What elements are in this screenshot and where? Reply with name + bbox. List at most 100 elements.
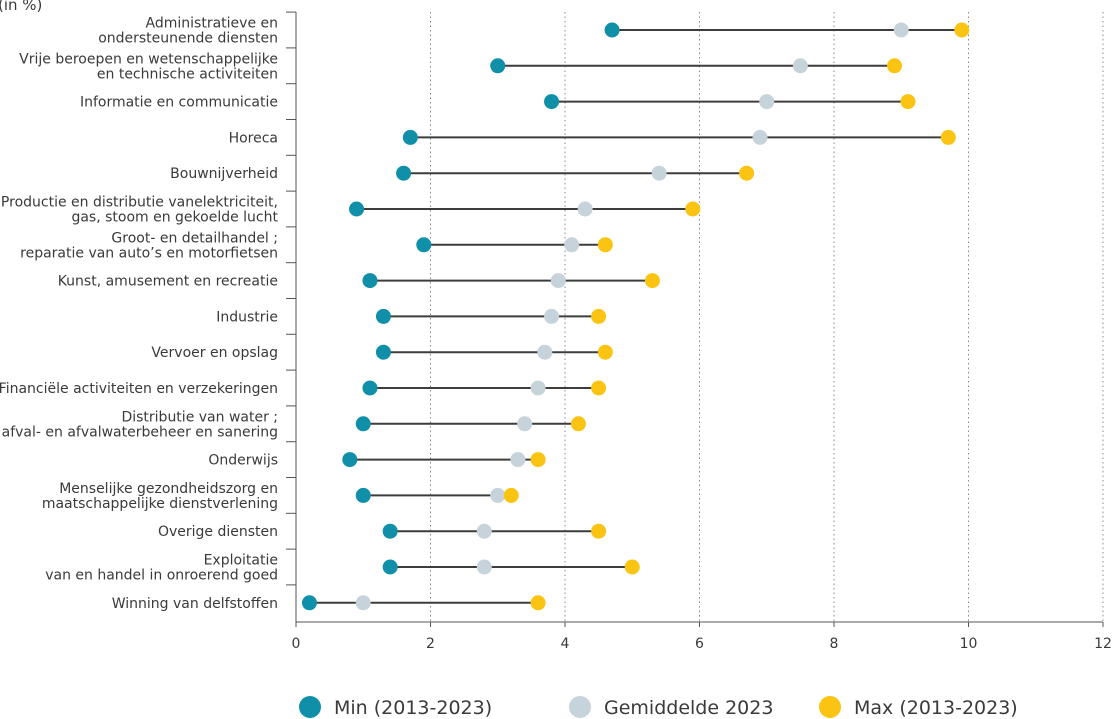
category-label-line: maatschappelijke dienstverlening bbox=[42, 496, 278, 512]
avg-point bbox=[510, 452, 526, 468]
legend-item-max: Max (2013-2023) bbox=[819, 696, 1018, 719]
category-row: Kunst, amusement en recreatie bbox=[58, 273, 660, 290]
category-label-line: Financiële activiteiten en verzekeringen bbox=[0, 381, 278, 397]
category-label-line: afval- en afvalwaterbeheer en sanering bbox=[2, 424, 278, 440]
category-label-line: Bouwnijverheid bbox=[170, 166, 278, 182]
category-label-line: ondersteunende diensten bbox=[98, 31, 278, 47]
min-point bbox=[544, 94, 560, 110]
min-point bbox=[355, 416, 371, 432]
x-tick-label: 4 bbox=[561, 636, 570, 652]
legend-swatch bbox=[819, 696, 841, 718]
avg-point bbox=[476, 523, 492, 539]
avg-point bbox=[651, 165, 667, 181]
category-label-line: Vrije beroepen en wetenschappelijke bbox=[19, 51, 278, 67]
category-label-line: Administratieve en bbox=[146, 16, 278, 32]
max-point bbox=[597, 237, 613, 253]
max-point bbox=[530, 595, 546, 611]
min-point bbox=[375, 308, 391, 324]
category-label: Groot- en detailhandel ; reparatie van au… bbox=[20, 230, 278, 261]
category-label: Menselijke gezondheidszorg en maatschappe… bbox=[42, 481, 278, 512]
category-label-line: van en handel in onroerend goed bbox=[45, 568, 278, 584]
category-row: Menselijke gezondheidszorg en maatschappe… bbox=[42, 481, 519, 512]
category-row: Financiële activiteiten en verzekeringen bbox=[0, 380, 607, 397]
max-point bbox=[570, 416, 586, 432]
category-label: Onderwijs bbox=[208, 453, 278, 469]
category-row: Groot- en detailhandel ; reparatie van au… bbox=[20, 230, 613, 261]
max-point bbox=[685, 201, 701, 217]
x-tick-label: 2 bbox=[426, 636, 435, 652]
category-label: Industrie bbox=[216, 309, 278, 325]
x-tick-label: 8 bbox=[830, 636, 839, 652]
category-row: Administratieve en ondersteunende dienste… bbox=[98, 16, 970, 47]
category-label: Distributie van water ; afval- en afvalwa… bbox=[2, 409, 278, 440]
category-label-line: Menselijke gezondheidszorg en bbox=[59, 481, 278, 497]
category-label: Exploitatie van en handel in onroerend go… bbox=[45, 553, 278, 584]
max-point bbox=[591, 308, 607, 324]
avg-point bbox=[564, 237, 580, 253]
category-label: Winning van delfstoffen bbox=[112, 596, 278, 612]
avg-point bbox=[752, 129, 768, 145]
avg-point bbox=[530, 380, 546, 396]
avg-point bbox=[550, 273, 566, 289]
category-label-line: Vervoer en opslag bbox=[151, 345, 278, 361]
avg-point bbox=[476, 559, 492, 575]
category-row: Exploitatie van en handel in onroerend go… bbox=[45, 553, 640, 584]
axes: 0 2 4 6 8 10 12 bbox=[286, 11, 1112, 652]
avg-point bbox=[792, 58, 808, 74]
category-label-line: Winning van delfstoffen bbox=[112, 596, 278, 612]
category-label: Financiële activiteiten en verzekeringen bbox=[0, 381, 278, 397]
min-point bbox=[396, 165, 412, 181]
category-label-line: Onderwijs bbox=[208, 453, 278, 469]
category-row: Overige diensten bbox=[158, 523, 607, 540]
min-point bbox=[402, 129, 418, 145]
avg-point bbox=[759, 94, 775, 110]
legend-swatch bbox=[299, 696, 321, 718]
min-point bbox=[416, 237, 432, 253]
max-point bbox=[644, 273, 660, 289]
avg-point bbox=[537, 344, 553, 360]
category-label: Vervoer en opslag bbox=[151, 345, 278, 361]
avg-point bbox=[517, 416, 533, 432]
category-label: Vrije beroepen en wetenschappelijke en te… bbox=[19, 51, 278, 82]
legend-label: Gemiddelde 2023 bbox=[604, 697, 773, 719]
category-label-line: reparatie van auto’s en motorfietsen bbox=[20, 245, 278, 261]
legend-label: Min (2013-2023) bbox=[334, 697, 492, 719]
category-row: Bouwnijverheid bbox=[170, 165, 755, 182]
legend-label: Max (2013-2023) bbox=[854, 697, 1018, 719]
avg-point bbox=[893, 22, 909, 38]
legend-item-avg: Gemiddelde 2023 bbox=[569, 696, 773, 719]
category-label: Productie en distributie vanelektricitei… bbox=[1, 195, 279, 226]
x-tick-label: 6 bbox=[695, 636, 704, 652]
max-point bbox=[624, 559, 640, 575]
avg-point bbox=[577, 201, 593, 217]
max-point bbox=[900, 94, 916, 110]
legend: Min (2013-2023) Gemiddelde 2023 Max (2013-… bbox=[299, 696, 1018, 719]
category-row: Winning van delfstoffen bbox=[112, 595, 546, 612]
category-row: Productie en distributie vanelektricitei… bbox=[1, 195, 701, 226]
x-tick-label: 10 bbox=[960, 636, 978, 652]
category-row: Vervoer en opslag bbox=[151, 344, 613, 361]
category-label: Horeca bbox=[229, 130, 278, 146]
category-row: Onderwijs bbox=[208, 452, 546, 469]
min-point bbox=[382, 559, 398, 575]
category-label-line: Exploitatie bbox=[204, 553, 278, 569]
max-point bbox=[597, 344, 613, 360]
category-row: Horeca bbox=[229, 129, 956, 146]
min-point bbox=[362, 273, 378, 289]
category-row: Informatie en communicatie bbox=[80, 94, 916, 111]
avg-point bbox=[544, 308, 560, 324]
category-label: Informatie en communicatie bbox=[80, 95, 278, 111]
max-point bbox=[739, 165, 755, 181]
category-label-line: Horeca bbox=[229, 130, 278, 146]
min-point bbox=[490, 58, 506, 74]
legend-item-min: Min (2013-2023) bbox=[299, 696, 492, 719]
category-label: Administratieve en ondersteunende dienste… bbox=[98, 16, 278, 47]
chart-rows: Administratieve en ondersteunende dienste… bbox=[0, 16, 970, 612]
min-point bbox=[301, 595, 317, 611]
category-label: Bouwnijverheid bbox=[170, 166, 278, 182]
max-point bbox=[887, 58, 903, 74]
min-point bbox=[604, 22, 620, 38]
max-point bbox=[530, 452, 546, 468]
min-point bbox=[349, 201, 365, 217]
